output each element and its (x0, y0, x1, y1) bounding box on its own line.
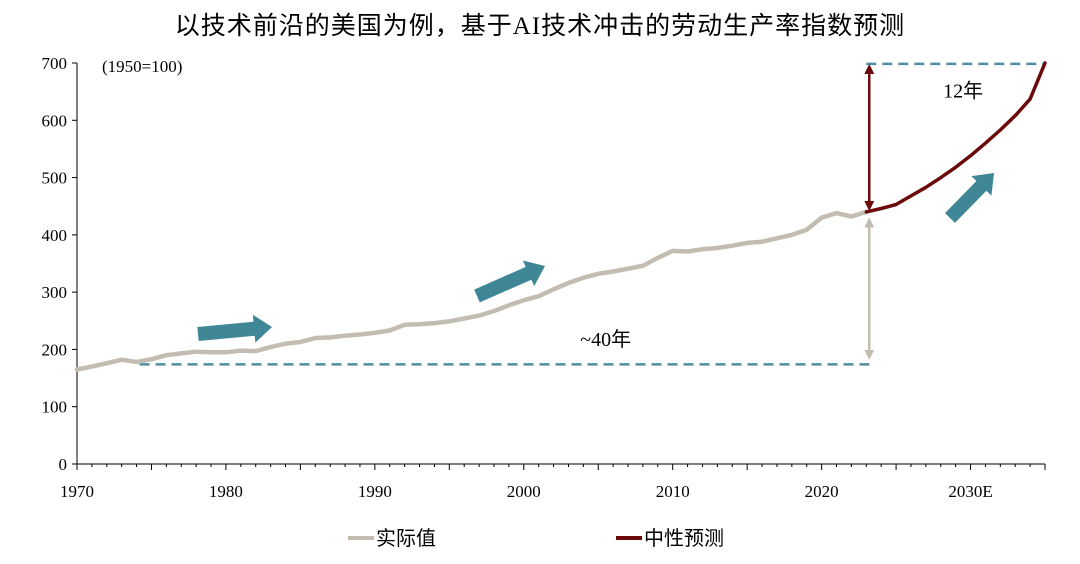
y-tick-label: 200 (42, 340, 68, 359)
y-tick-label: 300 (42, 283, 68, 302)
unit-note: (1950=100) (102, 57, 182, 76)
x-tick-label: 1990 (358, 482, 392, 501)
axes: 0 100 200 300 400 500 600 700 1970 1980 1990 2000 20… (42, 54, 1046, 501)
chart-title: 以技术前沿的美国为例，基于AI技术冲击的劳动生产率指数预测 (174, 13, 906, 40)
y-tick-label: 0 (59, 455, 68, 474)
reference-baselines (139, 62, 1045, 366)
trend-arrows (197, 173, 994, 343)
series-forecast-line (864, 61, 1047, 214)
legend-label-actual: 实际值 (376, 527, 436, 550)
x-tick-label: 2030E (948, 482, 992, 501)
x-tick-label: 2000 (507, 482, 541, 501)
x-tick-label: 1980 (209, 482, 243, 501)
trend-arrow-2000s (474, 260, 545, 303)
series-actual-line (74, 209, 869, 372)
y-tick-label: 500 (42, 169, 68, 188)
legend-label-forecast: 中性预测 (644, 527, 724, 550)
y-tick-label: 400 (42, 226, 68, 245)
trend-arrow-1980s (197, 314, 272, 343)
annotation-12-years: 12年 (943, 79, 983, 102)
annotations: (1950=100) ~40年 12年 (102, 57, 983, 351)
y-tick-label: 100 (42, 398, 68, 417)
trend-arrow-2030s (945, 173, 994, 223)
series-lines (74, 61, 1047, 372)
legend: 实际值 中性预测 (348, 527, 724, 550)
x-tick-label: 2010 (656, 482, 690, 501)
y-tick-label: 700 (42, 54, 68, 73)
x-tick-label: 1970 (60, 482, 94, 501)
x-tick-label: 2020 (805, 482, 839, 501)
y-tick-label: 600 (42, 111, 68, 130)
annotation-40-years: ~40年 (580, 328, 631, 351)
